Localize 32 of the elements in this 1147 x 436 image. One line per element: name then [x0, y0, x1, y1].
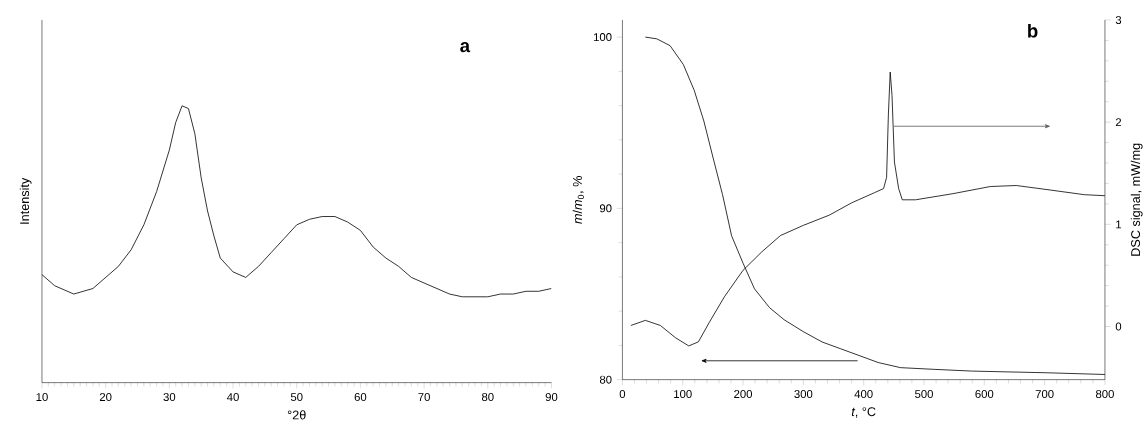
- x-tick-label: 50: [290, 393, 303, 402]
- x-tick-label: 30: [163, 393, 176, 402]
- x-tick-label: 60: [354, 393, 367, 402]
- y2-tick-label: 1: [1116, 220, 1122, 229]
- y-axis-title: m/m$_{0}$, %: [572, 176, 584, 225]
- y-tick-label: 80: [599, 375, 612, 384]
- x-tick-label: 200: [734, 390, 753, 399]
- x-tick-label: 100: [674, 390, 692, 399]
- y2-tick-label: 3: [1115, 16, 1122, 25]
- x-tick-label: 400: [854, 390, 873, 399]
- x-tick-label: 80: [481, 393, 494, 402]
- chart-title: b: [1028, 24, 1038, 38]
- y-tick-label: 100: [593, 33, 612, 42]
- x-axis-title: t, °C: [851, 407, 876, 418]
- x-tick-label: 500: [915, 390, 933, 399]
- y2-tick-label: 0: [1115, 322, 1122, 331]
- x-tick-label: 600: [975, 390, 994, 399]
- x-tick-label: 20: [99, 393, 112, 402]
- y-axis-title: Intensity: [19, 177, 32, 224]
- x-axis-title: °2θ: [287, 410, 306, 420]
- x-tick-label: 70: [418, 393, 430, 402]
- x-tick-label: 10: [36, 393, 48, 402]
- chart-title: a: [460, 42, 471, 53]
- x-tick-label: 40: [226, 393, 239, 402]
- x-tick-label: 800: [1095, 390, 1114, 399]
- y-tick-label: 90: [599, 204, 612, 213]
- y2-axis-title: DSC signal, mW/mg: [1130, 143, 1143, 256]
- x-tick-label: 700: [1035, 390, 1054, 399]
- y2-tick-label: 2: [1115, 118, 1122, 127]
- x-tick-label: 300: [794, 390, 813, 399]
- x-tick-label: 90: [545, 393, 558, 402]
- x-tick-label: 0: [619, 390, 626, 399]
